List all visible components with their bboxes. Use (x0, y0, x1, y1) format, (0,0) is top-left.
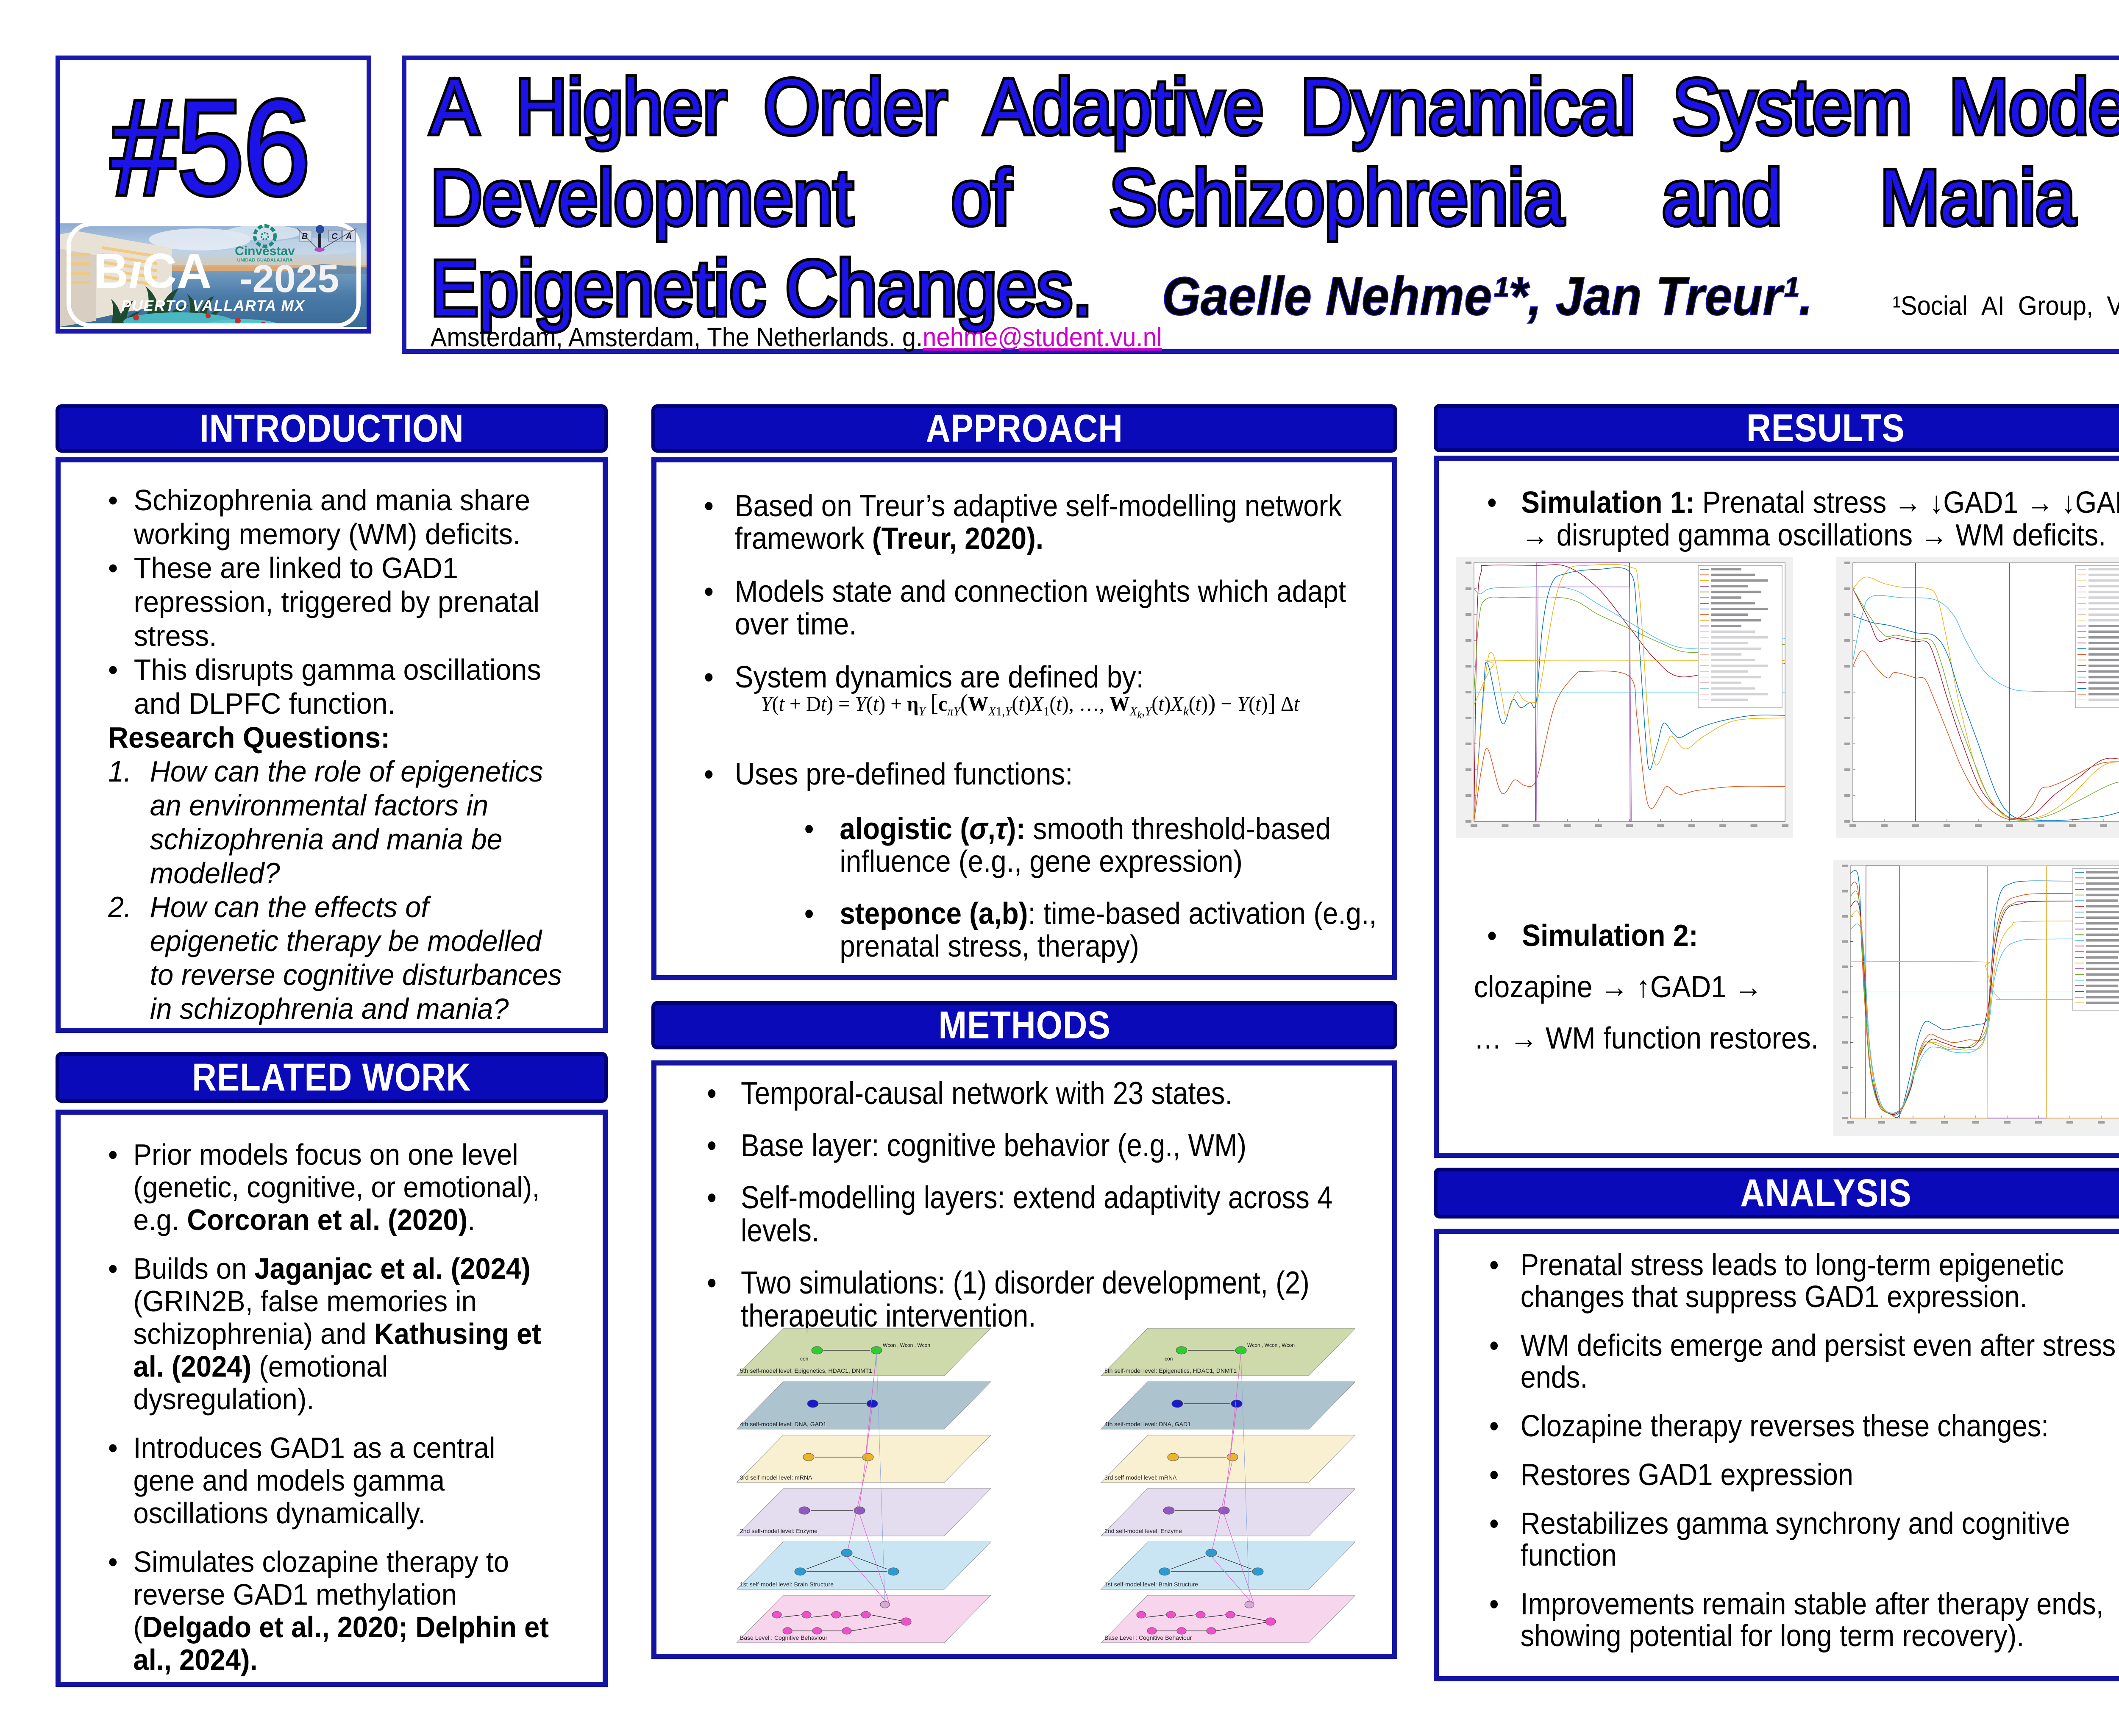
svg-text:con: con (1165, 1356, 1173, 1362)
svg-text:Wcon , Wcon , Wcon: Wcon , Wcon , Wcon (883, 1342, 930, 1348)
svg-text:Adaptive: Adaptive (984, 64, 1264, 150)
svg-text:3rd self-model level: mRNA: 3rd self-model level: mRNA (1104, 1474, 1177, 1481)
svg-text:-2025: -2025 (239, 257, 339, 300)
svg-text:UNIDAD GUADALAJARA: UNIDAD GUADALAJARA (237, 258, 293, 263)
svg-text:Base Level : Cognitive Behavio: Base Level : Cognitive Behaviour (1104, 1634, 1192, 1641)
svg-text:1st self-model level: Brain St: 1st self-model level: Brain Structure (1104, 1581, 1198, 1588)
svg-text:1st self-model level: Brain St: 1st self-model level: Brain Structure (740, 1581, 834, 1588)
svg-text:Gaelle Nehme¹*, Jan Treur¹.: Gaelle Nehme¹*, Jan Treur¹. (1162, 267, 1813, 327)
svg-text:System: System (1673, 64, 1912, 150)
svg-text:Schizophrenia: Schizophrenia (1109, 154, 1564, 241)
svg-text:Development: Development (431, 154, 853, 241)
svg-text:Amsterdam, Amsterdam, The Neth: Amsterdam, Amsterdam, The Netherlands. g… (431, 322, 1162, 352)
svg-text:and: and (1662, 154, 1782, 241)
svg-text:BıCA: BıCA (94, 244, 211, 298)
svg-text:Dynamical: Dynamical (1301, 64, 1635, 150)
svg-text:con: con (800, 1356, 808, 1362)
svg-text:C: C (331, 232, 338, 241)
svg-text:A: A (431, 64, 478, 150)
svg-text:Model: Model (1949, 64, 2119, 150)
svg-text:#56: #56 (111, 73, 310, 223)
svg-text:5th self-model level: Epigenet: 5th self-model level: Epigenetics, HDAC1… (1104, 1367, 1237, 1374)
svg-text:Cinvestav: Cinvestav (235, 244, 295, 258)
svg-text:4th self-model level: DNA, GAD: 4th self-model level: DNA, GAD1 (1104, 1421, 1191, 1427)
svg-text:Mania: Mania (1880, 154, 2076, 241)
svg-text:Higher: Higher (515, 64, 727, 150)
svg-text:Order: Order (764, 64, 947, 150)
svg-text:of: of (951, 154, 1012, 241)
svg-text:PUERTO VALLARTA MX: PUERTO VALLARTA MX (121, 298, 306, 314)
svg-text:¹Social AI Group, Vrije Un: ¹Social AI Group, Vrije Universiteit (1893, 291, 2119, 321)
svg-text:2nd self-model level: Enzyme: 2nd self-model level: Enzyme (1104, 1527, 1182, 1534)
svg-text:Epigenetic Changes.: Epigenetic Changes. (431, 245, 1093, 332)
svg-text:3rd self-model level: mRNA: 3rd self-model level: mRNA (740, 1474, 812, 1481)
svg-text:Wcon , Wcon , Wcon: Wcon , Wcon , Wcon (1247, 1342, 1295, 1348)
svg-text:4th self-model level: DNA, GAD: 4th self-model level: DNA, GAD1 (740, 1421, 826, 1427)
svg-text:2nd self-model level: Enzyme: 2nd self-model level: Enzyme (740, 1527, 818, 1534)
svg-text:5th self-model level: Epigenet: 5th self-model level: Epigenetics, HDAC1… (740, 1367, 872, 1374)
svg-text:Base Level : Cognitive Behavio: Base Level : Cognitive Behaviour (740, 1634, 828, 1641)
